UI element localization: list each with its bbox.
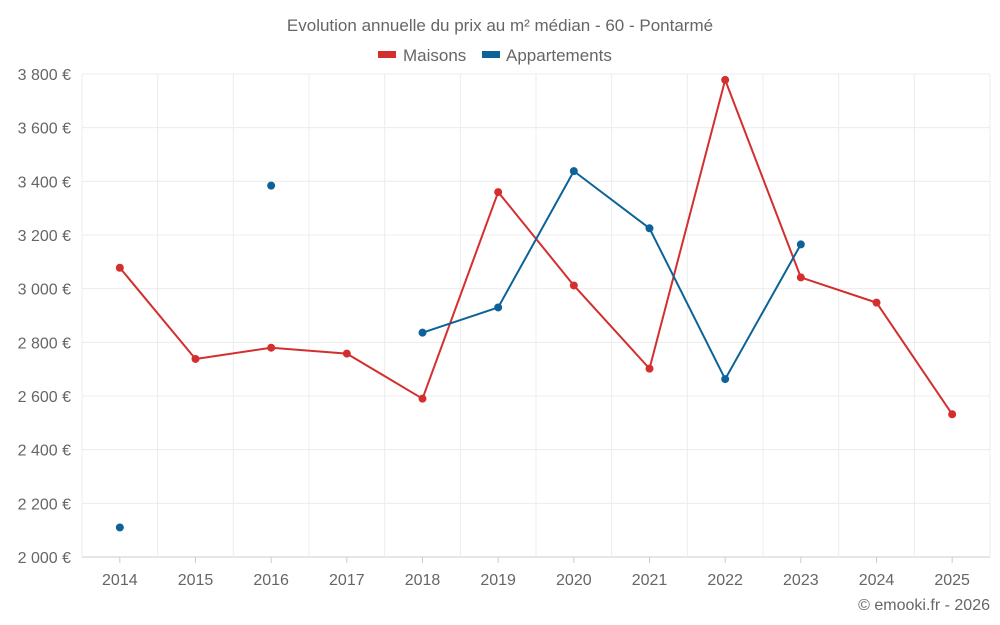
data-point-maisons [494,188,503,197]
series-line-appartements [572,170,651,230]
series-line-appartements [421,306,500,334]
data-point-maisons [948,410,957,419]
series-line-appartements [724,243,802,381]
series-line-maisons [421,191,500,400]
data-point-maisons [115,263,124,272]
series-line-maisons [648,78,727,370]
series-line-maisons [345,352,424,400]
x-tick-label: 2023 [783,572,819,589]
y-tick-label: 2 800 € [18,335,71,352]
data-point-appartements [645,224,654,233]
series-line-maisons [572,284,651,370]
legend-label-appartements: Appartements [506,46,612,65]
y-tick-label: 2 000 € [18,550,71,567]
data-point-appartements [267,181,276,190]
legend-swatch-appartements [482,51,500,58]
x-tick-label: 2024 [859,572,895,589]
series-line-appartements [497,170,575,309]
x-axis: 2014 2015 2016 2017 2018 2019 2020 2021 2022 2023… [102,557,970,589]
data-point-maisons [267,343,276,352]
series-line-maisons [875,301,954,416]
y-tick-label: 3 800 € [18,67,71,84]
x-tick-label: 2025 [934,572,970,589]
chart-title: Evolution annuelle du prix au m² médian … [287,16,713,35]
y-tick-label: 3 000 € [18,282,71,299]
data-point-maisons [796,273,805,282]
y-tick-label: 3 400 € [18,174,71,191]
x-tick-label: 2018 [405,572,441,589]
data-point-appartements [115,523,124,532]
credit: © emooki.fr - 2026 [858,597,990,614]
data-point-appartements [796,240,805,249]
data-point-maisons [645,364,654,373]
x-tick-label: 2022 [707,572,743,589]
y-tick-label: 2 600 € [18,389,71,406]
legend: Maisons Appartements [378,46,612,65]
x-tick-label: 2020 [556,572,592,589]
x-tick-label: 2016 [253,572,289,589]
series-layer [115,75,957,532]
x-tick-label: 2019 [480,572,516,589]
series-line-maisons [194,346,273,360]
data-point-maisons [569,281,578,290]
series-maisons [115,75,957,419]
data-point-maisons [418,394,427,403]
y-tick-label: 3 600 € [18,121,71,138]
series-line-maisons [724,78,802,279]
data-point-maisons [872,298,881,307]
x-tick-label: 2014 [102,572,138,589]
x-tick-label: 2021 [632,572,668,589]
series-line-maisons [799,276,878,304]
series-line-maisons [118,266,197,360]
data-point-appartements [569,167,578,176]
y-tick-label: 2 200 € [18,496,71,513]
series-line-appartements [648,227,727,381]
legend-swatch-maisons [378,51,396,58]
series-line-maisons [270,346,348,355]
x-tick-label: 2017 [329,572,365,589]
x-tick-label: 2015 [178,572,214,589]
series-appartements [115,167,805,532]
grid [81,73,991,558]
data-point-maisons [721,75,730,84]
data-point-maisons [342,349,351,358]
legend-item-maisons[interactable]: Maisons [378,46,466,65]
data-point-appartements [721,375,730,384]
legend-label-maisons: Maisons [403,46,466,65]
y-tick-label: 2 400 € [18,443,71,460]
data-point-appartements [418,328,427,337]
y-axis: 2 000 € 2 200 € 2 400 € 2 600 € 2 800 € 3 000… [18,67,71,567]
data-point-appartements [494,303,503,312]
data-point-maisons [191,354,200,363]
y-tick-label: 3 200 € [18,228,71,245]
legend-item-appartements[interactable]: Appartements [482,46,612,65]
